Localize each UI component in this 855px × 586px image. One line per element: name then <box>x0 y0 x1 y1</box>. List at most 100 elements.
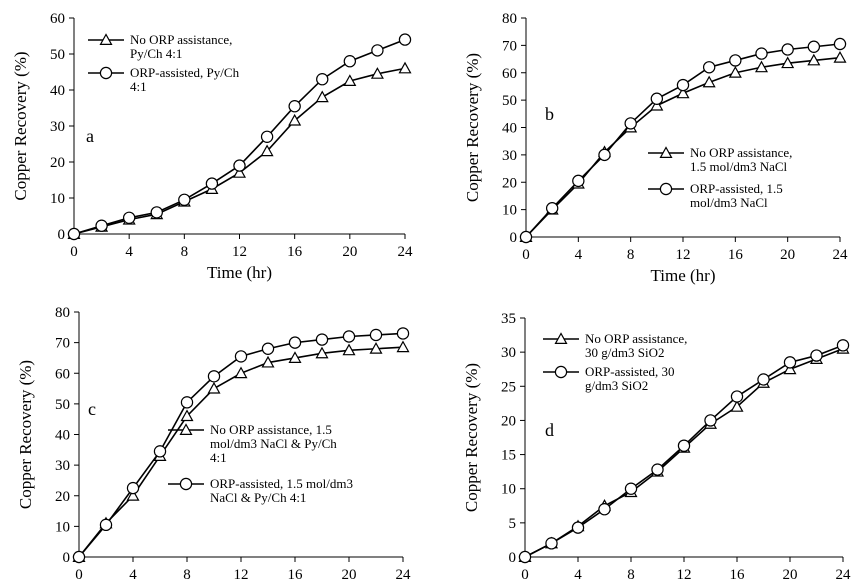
data-point-circle <box>783 356 797 369</box>
x-tick-label: 20 <box>780 247 795 263</box>
data-point-circle <box>545 537 558 550</box>
y-tick-label: 0 <box>58 227 66 243</box>
data-point-triangle <box>370 67 384 79</box>
legend-entry-text: Py/Ch 4:1 <box>130 46 182 61</box>
data-point-triangle <box>260 144 274 157</box>
x-tick-label: 8 <box>183 567 191 583</box>
legend-entry-text: No ORP assistance, 1.5 <box>210 422 332 437</box>
legend-entry-text: No ORP assistance, <box>585 331 687 346</box>
data-point-circle <box>702 61 716 74</box>
legend-entry-text: ORP-assisted, 1.5 mol/dm3 <box>210 476 353 491</box>
y-tick-label: 80 <box>55 305 70 321</box>
legend-entry-text: mol/dm3 NaCl <box>690 195 768 210</box>
x-tick-label: 12 <box>677 567 692 583</box>
data-point-circle <box>651 463 664 476</box>
y-axis-label: Copper Recovery (%) <box>11 51 30 200</box>
y-tick-label: 10 <box>55 519 70 535</box>
data-point-triangle <box>342 343 356 356</box>
data-point-circle <box>598 503 611 516</box>
x-axis-label: Time (hr) <box>207 263 272 282</box>
data-point-circle <box>781 43 794 56</box>
y-tick-label: 15 <box>501 448 516 464</box>
series-line-0 <box>78 346 404 558</box>
data-point-circle <box>730 390 744 403</box>
data-point-triangle <box>315 90 329 103</box>
data-point-circle <box>650 92 664 105</box>
y-tick-label: 10 <box>50 191 65 207</box>
y-tick-label: 10 <box>501 482 516 498</box>
data-point-circle <box>180 396 194 409</box>
data-point-triangle <box>398 61 412 74</box>
data-point-circle <box>833 37 847 51</box>
legend-entry-text: 30 g/dm3 SiO2 <box>585 345 664 360</box>
data-point-circle <box>810 349 823 362</box>
y-tick-label: 20 <box>501 413 516 429</box>
data-point-circle <box>598 148 611 162</box>
y-tick-label: 10 <box>502 203 517 219</box>
legend-entry-text: No ORP assistance, <box>690 145 792 160</box>
y-tick-label: 50 <box>55 397 70 413</box>
y-tick-label: 30 <box>501 345 516 361</box>
data-point-triangle <box>288 113 302 126</box>
data-point-triangle <box>807 53 821 66</box>
data-point-triangle <box>207 381 221 394</box>
y-tick-label: 0 <box>509 550 517 566</box>
y-tick-label: 70 <box>55 336 70 352</box>
legend-entry-text: No ORP assistance, <box>130 32 232 47</box>
x-tick-label: 16 <box>288 567 304 583</box>
data-point-triangle <box>261 355 275 368</box>
data-point-circle <box>99 518 113 532</box>
x-tick-label: 24 <box>836 567 852 583</box>
x-tick-label: 0 <box>75 567 83 583</box>
data-point-triangle <box>833 50 847 63</box>
x-tick-label: 12 <box>234 567 249 583</box>
x-tick-label: 4 <box>575 247 583 263</box>
data-point-triangle <box>728 66 742 78</box>
data-point-circle <box>207 370 221 383</box>
data-point-circle <box>342 330 356 343</box>
legend-marker-circle <box>554 365 568 379</box>
data-point-triangle <box>730 400 744 412</box>
legend-entry-text: NaCl & Py/Ch 4:1 <box>210 490 306 505</box>
series-line-0 <box>73 67 406 235</box>
data-point-triangle <box>343 74 357 87</box>
legend-entry-text: 4:1 <box>210 450 227 465</box>
data-point-circle <box>122 211 136 224</box>
data-point-circle <box>676 78 690 92</box>
data-point-triangle <box>650 98 664 111</box>
data-point-triangle <box>781 56 795 69</box>
data-point-triangle <box>676 86 690 99</box>
data-point-circle <box>757 373 770 386</box>
x-axis-label: Time (hr) <box>650 266 715 285</box>
data-point-triangle <box>783 362 797 375</box>
data-point-circle <box>571 521 585 534</box>
panel-letter: a <box>86 126 94 146</box>
y-tick-label: 70 <box>502 38 517 54</box>
data-point-circle <box>343 55 357 68</box>
data-point-circle <box>704 414 717 427</box>
data-point-circle <box>178 193 191 206</box>
y-tick-label: 80 <box>502 11 517 27</box>
y-axis-label: Copper Recovery (%) <box>463 53 482 202</box>
x-tick-label: 24 <box>398 244 414 260</box>
data-point-triangle <box>234 366 248 379</box>
data-point-circle <box>519 230 533 244</box>
data-point-triangle <box>754 60 769 73</box>
data-point-circle <box>371 44 384 57</box>
data-point-circle <box>233 159 246 172</box>
y-tick-label: 50 <box>50 47 65 63</box>
legend-entry-text: ORP-assisted, Py/Ch <box>130 65 240 80</box>
data-point-circle <box>396 327 410 340</box>
data-point-circle <box>67 227 81 241</box>
x-tick-label: 0 <box>70 244 78 260</box>
y-tick-label: 60 <box>502 66 517 82</box>
y-tick-label: 0 <box>63 550 71 566</box>
legend-entry-text: 1.5 mol/dm3 NaCl <box>690 159 788 174</box>
legend: No ORP assistance,30 g/dm3 SiO2 ORP-assis… <box>543 331 687 393</box>
x-tick-label: 0 <box>522 247 530 263</box>
legend-marker-circle <box>179 477 193 491</box>
x-tick-label: 8 <box>627 247 635 263</box>
